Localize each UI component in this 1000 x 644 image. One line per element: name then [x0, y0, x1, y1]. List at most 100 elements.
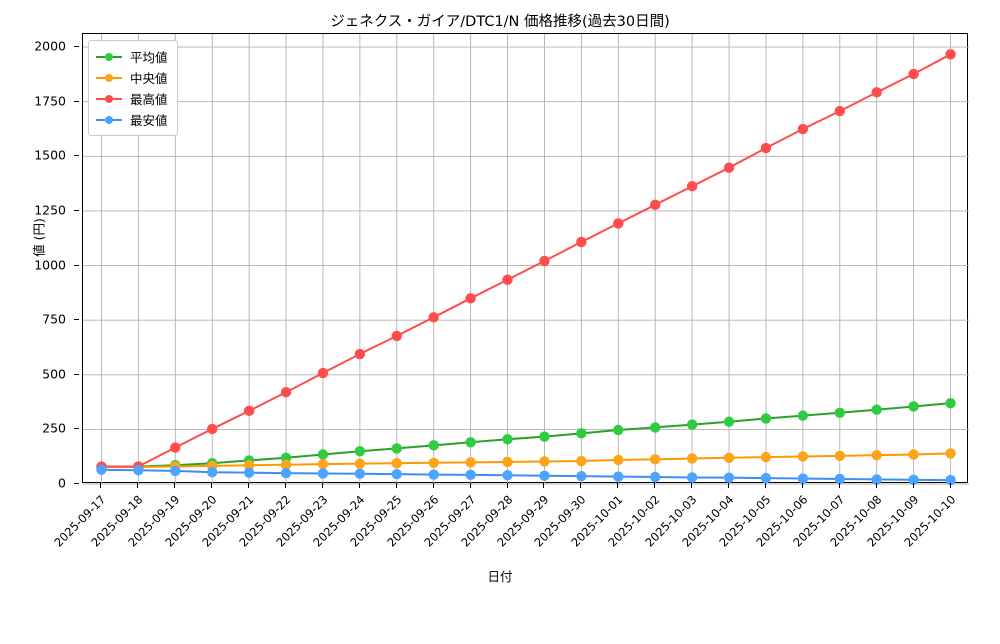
x-tick-mark	[285, 483, 287, 488]
x-axis-ticks	[82, 483, 968, 489]
series-point	[723, 416, 735, 427]
series-point	[797, 451, 809, 462]
legend-swatch-3	[96, 114, 122, 126]
chart-title: ジェネクス・ガイア/DTC1/N 価格推移(過去30日間)	[330, 14, 670, 30]
series-point	[317, 449, 329, 460]
x-tick-mark	[617, 483, 619, 488]
series-point	[723, 162, 735, 173]
legend-label: 平均値	[130, 50, 168, 65]
x-axis-tick-labels: 2025-09-17 2025-09-18 2025-09-19 2025-09-20…	[0, 483, 1000, 563]
series-point	[317, 458, 329, 470]
grid-lines	[83, 34, 969, 485]
series-point	[465, 469, 476, 481]
y-tick-mark	[74, 428, 79, 430]
chart-legend[interactable]: 平均値中央値最高値最安値	[88, 40, 178, 136]
legend-item-0[interactable]: 平均値	[96, 46, 168, 67]
legend-label: 中央値	[130, 71, 168, 86]
x-tick-mark	[395, 483, 397, 488]
series-point	[650, 454, 661, 465]
series-point	[908, 449, 919, 460]
y-tick-label: 250	[42, 420, 66, 436]
legend-item-2[interactable]: 最高値	[96, 88, 168, 109]
x-tick-mark	[543, 483, 545, 488]
x-tick-mark	[654, 483, 656, 488]
series-point	[797, 123, 809, 135]
series-point	[391, 330, 402, 342]
series-point	[723, 472, 735, 483]
series-point	[871, 449, 882, 461]
series-point	[871, 474, 882, 485]
series-point	[96, 464, 107, 475]
series-point	[945, 397, 956, 409]
x-tick-mark	[949, 483, 951, 488]
series-point	[686, 472, 698, 483]
legend-item-3[interactable]: 最安値	[96, 109, 168, 130]
x-tick-mark	[506, 483, 508, 488]
series-point	[317, 367, 329, 379]
series-point	[945, 448, 956, 459]
y-tick-label: 1250	[34, 202, 66, 218]
series-point	[539, 456, 550, 467]
y-tick-mark	[74, 100, 79, 102]
series-point	[576, 236, 587, 248]
series-point	[613, 471, 624, 482]
series-point	[908, 474, 919, 486]
x-tick-mark	[174, 483, 176, 488]
series-point	[686, 453, 698, 464]
series-point	[945, 474, 956, 486]
legend-swatch-1	[96, 72, 122, 84]
series-point	[391, 468, 402, 480]
x-tick-mark	[728, 483, 730, 488]
series-point	[354, 458, 366, 469]
y-tick-label: 1500	[34, 147, 66, 163]
series-point	[207, 423, 218, 435]
series-line-0	[100, 402, 952, 468]
y-tick-mark	[74, 373, 79, 375]
series-point	[354, 348, 366, 360]
series-point	[243, 467, 255, 478]
series-point	[428, 457, 439, 469]
legend-swatch-2	[96, 93, 122, 105]
y-axis-label: 値 (円)	[31, 218, 47, 257]
series-point	[243, 460, 255, 471]
price-trend-chart-figure: ジェネクス・ガイア/DTC1/N 価格推移(過去30日間) 0 250 500 750…	[0, 14, 1000, 584]
series-point	[686, 181, 698, 192]
series-point	[354, 468, 366, 479]
x-tick-mark	[764, 483, 766, 488]
x-axis-label: 日付	[487, 569, 513, 584]
legend-item-1[interactable]: 中央値	[96, 67, 168, 88]
x-tick-mark	[321, 483, 323, 488]
series-point	[317, 468, 329, 479]
series-point	[945, 49, 956, 60]
series-point	[650, 471, 661, 483]
series-point	[465, 437, 476, 448]
x-tick-mark	[580, 483, 582, 488]
x-tick-mark	[248, 483, 250, 488]
series-point	[650, 422, 661, 433]
legend-label: 最安値	[130, 113, 168, 128]
series-point	[243, 405, 255, 417]
y-tick-label: 0	[58, 475, 66, 491]
series-point	[576, 455, 587, 467]
series-point	[133, 465, 144, 476]
x-tick-mark	[211, 483, 213, 488]
series-line-3	[100, 468, 952, 482]
x-tick-mark	[838, 483, 840, 488]
series-point	[908, 401, 919, 412]
series-point	[207, 467, 218, 478]
series-point	[871, 87, 882, 98]
series-point	[723, 452, 735, 463]
y-tick-mark	[74, 483, 79, 484]
series-point	[465, 293, 476, 304]
series-point	[760, 472, 772, 484]
x-tick-mark	[801, 483, 803, 488]
series-point	[686, 419, 698, 430]
series-point	[465, 457, 476, 468]
series-point	[871, 404, 882, 415]
series-point	[170, 465, 181, 477]
series-point	[760, 413, 772, 424]
series-line-2	[100, 53, 952, 468]
series-point	[502, 470, 513, 481]
series-point	[613, 424, 624, 436]
series-point	[576, 428, 587, 439]
